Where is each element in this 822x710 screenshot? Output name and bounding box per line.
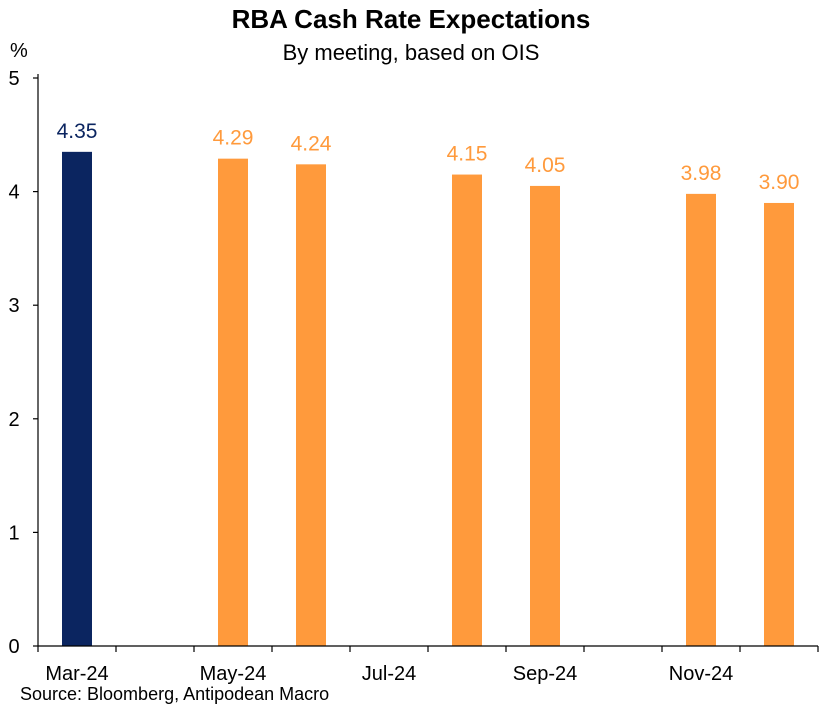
y-tick-label: 5 [8,68,19,90]
bar [296,164,326,646]
bar [218,158,248,646]
y-tick-label: 4 [8,182,19,204]
data-label: 3.90 [759,171,800,194]
source-note: Source: Bloomberg, Antipodean Macro [20,684,330,704]
bar [62,151,92,646]
bar [686,193,716,646]
x-tick-label: Mar-24 [45,663,108,685]
data-label: 4.15 [447,143,488,166]
data-label: 4.05 [525,154,566,177]
bar [452,174,482,646]
bar [530,185,560,647]
x-tick-label: May-24 [200,663,267,685]
y-tick-label: 2 [8,409,19,431]
data-label: 3.98 [681,162,722,185]
data-label: 4.29 [213,127,254,150]
chart-title: RBA Cash Rate Expectations [231,4,591,34]
data-label: 4.24 [291,132,332,155]
y-tick-label: 0 [8,636,19,658]
y-axis-unit-label: % [10,40,28,62]
y-tick-label: 3 [8,295,19,317]
x-tick-label: Sep-24 [513,663,578,685]
x-tick-label: Nov-24 [669,663,733,685]
bar [764,202,794,646]
y-tick-label: 1 [8,522,19,544]
x-tick-label: Jul-24 [362,663,416,685]
chart-subtitle: By meeting, based on OIS [282,40,540,65]
data-label: 4.35 [57,120,98,143]
